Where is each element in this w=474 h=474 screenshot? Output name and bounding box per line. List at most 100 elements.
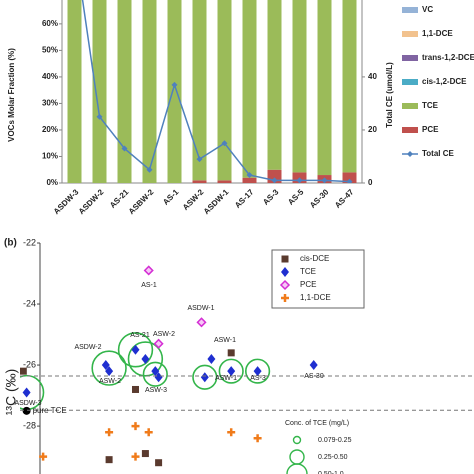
y2-axis-label: Total CE (umol/L) xyxy=(385,62,394,128)
point xyxy=(131,344,140,355)
legend-label: 0.079-0.25 xyxy=(318,437,352,444)
point-annotation: ASW-1 xyxy=(215,375,237,382)
point-annotation: ASDW-3 xyxy=(14,400,41,407)
legend-swatch xyxy=(286,463,308,474)
point xyxy=(207,353,216,364)
point xyxy=(196,317,207,328)
legend-swatch xyxy=(281,255,289,263)
legend-label: trans-1,2-DCE xyxy=(422,53,474,62)
point-annotation: ASW-2 xyxy=(153,331,175,338)
line-marker xyxy=(321,177,328,183)
y-tick-label: -22 xyxy=(23,237,36,247)
y-tick-label: 20% xyxy=(42,125,58,134)
concentration-ring xyxy=(91,350,127,386)
concentration-ring xyxy=(218,358,244,384)
legend-swatch xyxy=(279,279,291,291)
legend-label: 0.25-0.50 xyxy=(318,454,348,461)
point-annotation: AS-1 xyxy=(141,282,157,289)
point xyxy=(132,385,139,393)
bar-segment xyxy=(267,0,282,170)
x-tick-label: ASBW-2 xyxy=(127,187,156,216)
point xyxy=(227,366,236,377)
y-tick-label: 0% xyxy=(46,178,58,187)
x-tick-label: AS-5 xyxy=(286,187,306,207)
concentration-ring xyxy=(245,358,271,384)
point xyxy=(227,349,235,357)
legend-swatch xyxy=(407,151,413,157)
point xyxy=(151,366,160,377)
bar-segment xyxy=(67,0,82,183)
point-annotation: ASW-2 xyxy=(99,378,121,385)
concentration-legend-title: Conc. of TCE (mg/L) xyxy=(285,420,349,427)
point xyxy=(143,265,154,276)
point-annotation: AS-3 xyxy=(250,375,266,382)
concentration-ring xyxy=(127,341,164,377)
x-tick-label: AS-1 xyxy=(161,187,181,207)
bar-segment xyxy=(142,0,157,183)
bar-segment xyxy=(192,180,207,183)
point xyxy=(22,387,31,398)
bar-segment xyxy=(317,0,332,176)
y2-tick-label: 40 xyxy=(368,72,377,81)
bar-segment xyxy=(217,180,232,183)
point xyxy=(131,452,140,461)
point xyxy=(227,428,236,437)
line-marker xyxy=(296,177,303,183)
point xyxy=(105,456,113,464)
y-tick-label: -26 xyxy=(23,359,36,369)
point-annotation: AS-30 xyxy=(304,373,324,380)
legend-swatch xyxy=(402,55,418,61)
legend-swatch xyxy=(289,449,305,465)
bar-segment xyxy=(192,0,207,181)
point xyxy=(155,459,163,467)
y-tick-label: 50% xyxy=(42,46,58,55)
y2-tick-label: 20 xyxy=(368,125,377,134)
line-marker xyxy=(171,81,178,88)
point-annotation: ASW-1 xyxy=(214,337,236,344)
x-tick-label: AS-30 xyxy=(308,187,331,210)
panel-label: (b) xyxy=(4,238,17,249)
point xyxy=(253,366,262,377)
legend-swatch xyxy=(281,267,289,277)
line-marker xyxy=(246,172,253,179)
pure-tce-label: pure TCE xyxy=(33,406,67,415)
legend-swatch xyxy=(402,127,418,133)
legend-swatch xyxy=(402,103,418,109)
legend-label: cis-DCE xyxy=(300,254,329,263)
x-tick-label: AS-17 xyxy=(233,187,256,210)
pure-tce-point xyxy=(22,406,31,415)
concentration-ring xyxy=(142,361,168,387)
line xyxy=(81,0,350,183)
y-tick-label: -28 xyxy=(23,420,36,430)
bar-segment xyxy=(117,0,132,183)
point-annotation: ASW-3 xyxy=(145,387,167,394)
line-marker xyxy=(346,178,353,183)
legend-label: 1,1-DCE xyxy=(300,293,331,302)
bar-segment xyxy=(217,0,232,181)
bar-segment xyxy=(92,0,107,183)
point xyxy=(131,422,140,431)
line-marker xyxy=(121,145,128,152)
x-tick-label: ASDW-2 xyxy=(77,187,106,216)
legend-label: PCE xyxy=(300,280,316,289)
bar-segment xyxy=(342,172,357,183)
legend-label: VC xyxy=(422,5,433,14)
plot-area xyxy=(67,0,357,183)
y-axis-label: VOCs Molar Fraction (%) xyxy=(7,48,16,142)
legend-swatch xyxy=(402,31,418,37)
y2-tick-label: 0 xyxy=(368,178,373,187)
concentration-ring xyxy=(117,332,154,368)
y-tick-label: 10% xyxy=(42,152,58,161)
point xyxy=(20,367,27,375)
line-marker xyxy=(146,166,153,173)
x-tick-label: AS-21 xyxy=(108,187,131,210)
bar-segment xyxy=(242,0,257,178)
point xyxy=(153,338,164,349)
point xyxy=(253,434,262,443)
y-tick-label: 40% xyxy=(42,72,58,81)
point-annotation: ASDW-1 xyxy=(187,305,214,312)
point xyxy=(141,450,149,458)
point xyxy=(105,366,114,377)
legend-label: TCE xyxy=(300,267,316,276)
